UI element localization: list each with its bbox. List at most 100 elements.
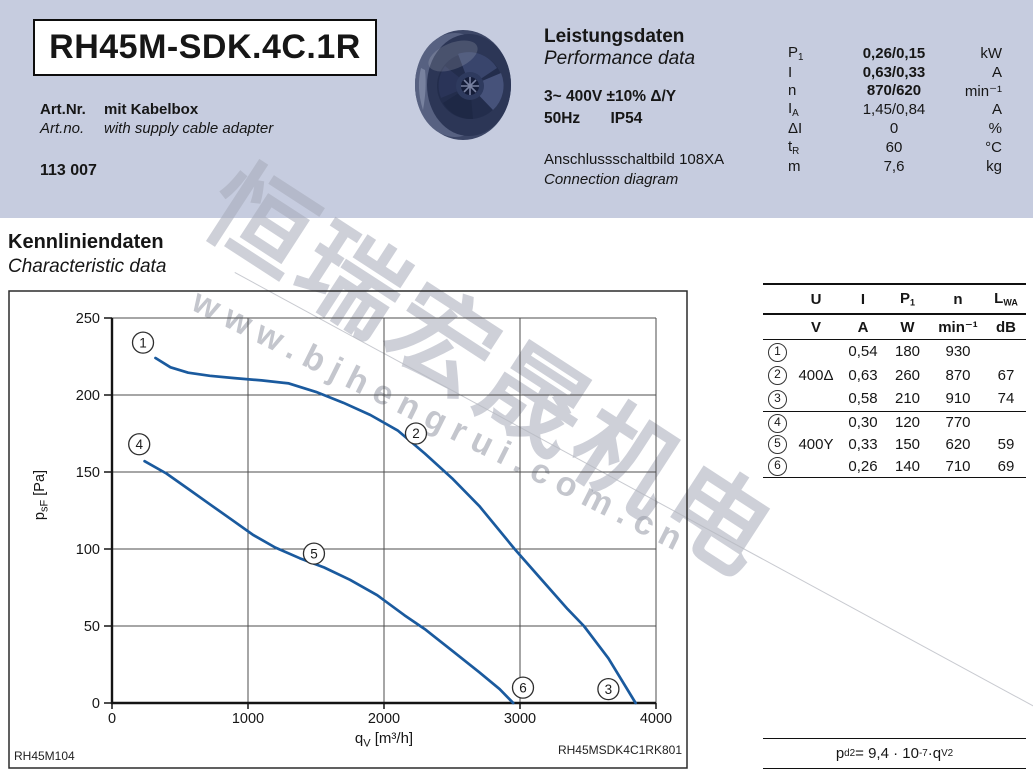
x-tick-label: 1000 <box>232 711 264 727</box>
noise-cell: 67 <box>997 366 1015 384</box>
table-header-cell: LWA <box>994 290 1018 308</box>
y-tick-label: 150 <box>76 465 100 481</box>
power-cell: 150 <box>894 435 921 453</box>
perf-row: ΔI 0% <box>788 119 1002 138</box>
curve-label-number-6: 6 <box>519 680 527 695</box>
perf-value: 7,6 <box>883 157 905 175</box>
fan-image <box>415 30 511 140</box>
perf-label: I <box>788 63 793 81</box>
performance-title-de: Leistungsdaten <box>544 26 685 47</box>
art-label-de: Art.Nr. <box>40 101 86 118</box>
noise-cell: 74 <box>997 390 1015 408</box>
section-title-en: Characteristic data <box>8 256 167 277</box>
section-title-de: Kennliniendaten <box>8 231 164 253</box>
chart-frame <box>8 290 688 769</box>
x-tick-label: 3000 <box>504 711 536 727</box>
curve-label-number-4: 4 <box>135 437 143 452</box>
current-cell: 0,26 <box>848 457 878 475</box>
speed-cell: 910 <box>945 390 971 408</box>
art-value-de: mit Kabelbox <box>104 101 199 118</box>
curve-star-400V-curve-4-5-6 <box>143 459 515 705</box>
model-title-box: RH45M-SDK.4C.1R <box>33 19 377 76</box>
table-unit-cell: A <box>857 318 869 336</box>
curve-label-circle-3 <box>597 677 620 701</box>
perf-unit: kW <box>980 44 1002 62</box>
table-header-cell: P1 <box>899 290 916 308</box>
perf-label: P1 <box>788 44 804 63</box>
noise-cell: 69 <box>997 457 1015 475</box>
perf-unit: % <box>988 120 1002 138</box>
y-tick-label: 200 <box>76 388 100 404</box>
curve-label-number-1: 1 <box>139 335 147 350</box>
perf-row: I 0,63/0,33 A <box>788 63 1002 82</box>
chart-code-left: RH45M104 <box>14 749 75 763</box>
table-unit-cell: W <box>900 318 915 336</box>
y-tick-label: 100 <box>76 542 100 558</box>
circled-number: 5 <box>768 435 787 455</box>
y-tick-label: 0 <box>92 696 100 712</box>
art-value-en: with supply cable adapter <box>104 120 274 137</box>
circled-number: 6 <box>768 457 787 476</box>
perf-label: IA <box>788 100 799 120</box>
characteristic-curve-chart: 0 1000 2000 3000 4000 0 50 100 150 200 250 qV [m³/h… <box>8 290 688 769</box>
table-row: 2 400Δ 0,63 260 870 67 <box>763 364 1026 388</box>
y-tick-label: 50 <box>84 619 100 635</box>
noise-cell: 59 <box>997 435 1015 453</box>
table-unit-cell: V <box>810 318 821 336</box>
row-number-cell: 5 <box>763 434 791 455</box>
perf-unit: min⁻¹ <box>964 82 1002 100</box>
curve-label-circle-5 <box>302 542 326 565</box>
perf-row: n 870/620 min⁻¹ <box>788 82 1002 101</box>
perf-value: 60 <box>885 138 903 156</box>
curve-label-circle-1 <box>131 331 155 354</box>
perf-value: 0,63/0,33 <box>862 63 926 81</box>
table-unit-cell: min⁻¹ <box>938 319 978 336</box>
current-cell: 0,30 <box>848 414 878 432</box>
speed-cell: 620 <box>945 435 971 453</box>
power-cell: 260 <box>894 366 921 384</box>
x-tick-label: 2000 <box>368 711 400 727</box>
speed-cell: 770 <box>945 414 971 432</box>
perf-row: IA 1,45/0,84 A <box>788 100 1002 119</box>
frequency: 50Hz <box>544 110 581 127</box>
x-tick-label: 0 <box>108 711 116 727</box>
model-title: RH45M-SDK.4C.1R <box>49 28 361 66</box>
x-axis-label: qV [m³/h] <box>355 730 413 750</box>
power-cell: 180 <box>894 343 921 361</box>
power-cell: 120 <box>894 414 921 432</box>
perf-label: ΔI <box>788 120 803 138</box>
connection-diagram-en: Connection diagram <box>544 171 679 188</box>
table-row: 6 0,26 140 710 69 <box>763 455 1026 478</box>
table-header-cell: I <box>860 290 866 308</box>
row-number-cell: 2 <box>763 365 791 386</box>
y-tick-label: 250 <box>76 311 100 327</box>
table-header-cell: n <box>953 290 963 308</box>
voltage-cell: 400Δ <box>798 366 834 384</box>
perf-unit: A <box>991 63 1002 81</box>
table-row: 4 0,30 120 770 <box>763 412 1026 434</box>
perf-value: 1,45/0,84 <box>862 101 926 119</box>
perf-label: m <box>788 157 801 175</box>
speed-cell: 930 <box>945 343 971 361</box>
curve-label-number-3: 3 <box>605 682 613 697</box>
y-axis-label: psF [Pa] <box>32 470 51 520</box>
circled-number: 2 <box>768 366 787 386</box>
curve-label-number-5: 5 <box>310 546 318 561</box>
current-cell: 0,58 <box>848 390 878 408</box>
row-number-cell: 3 <box>763 389 791 409</box>
performance-title-en: Performance data <box>544 48 696 69</box>
current-cell: 0,33 <box>848 435 878 453</box>
speed-cell: 710 <box>945 457 971 475</box>
perf-row: P1 0,26/0,15 kW <box>788 44 1002 63</box>
article-info: Art.Nr. mit Kabelbox Art.no. with supply… <box>40 101 273 139</box>
formula-lhs: p <box>835 745 845 762</box>
power-cell: 210 <box>894 390 921 408</box>
freq-ip-line: 50Hz IP54 <box>544 108 779 130</box>
curve-delta-400V-curve-1-2-3 <box>154 356 637 705</box>
perf-unit: °C <box>985 138 1002 156</box>
